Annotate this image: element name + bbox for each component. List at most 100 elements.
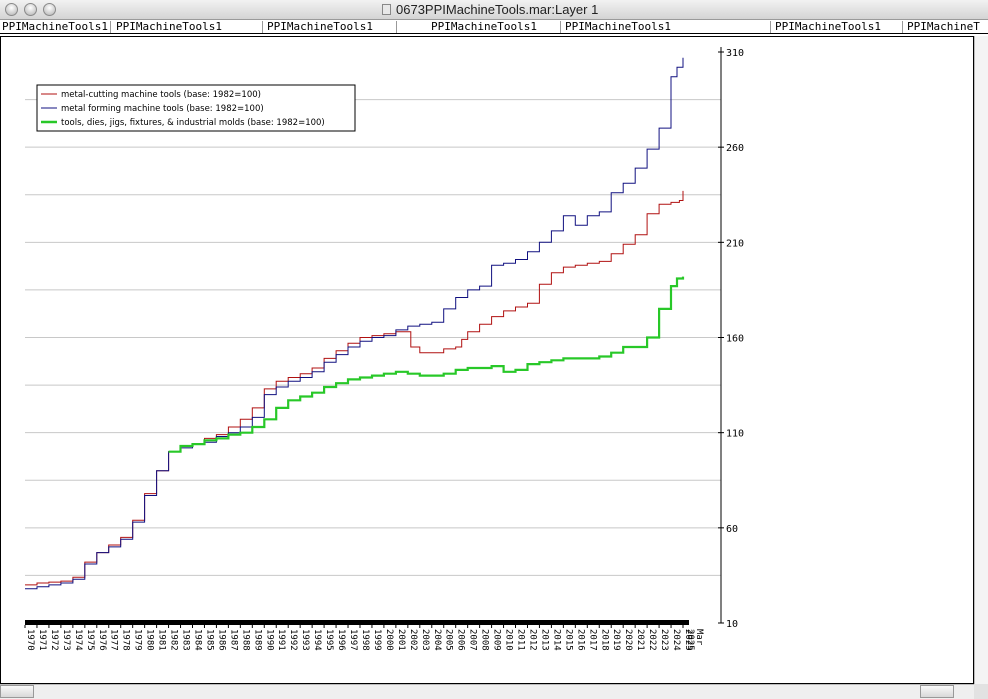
x-tick-label: 2020 [623, 629, 633, 651]
scroll-left-button[interactable] [0, 685, 34, 698]
tab-separator [262, 21, 263, 33]
x-tick-label: 2013 [539, 629, 549, 651]
x-tick-label: 2009 [492, 629, 502, 651]
minimize-window-button[interactable] [24, 3, 37, 16]
zoom-window-button[interactable] [43, 3, 56, 16]
layer-tab-4[interactable]: PPIMachineTools1 [431, 20, 537, 33]
x-tick-label: 2008 [480, 629, 490, 651]
y-tick-label: 10 [726, 619, 738, 630]
y-tick-label: 60 [726, 524, 738, 535]
tab-separator [396, 21, 397, 33]
vertical-scrollbar[interactable] [974, 36, 988, 684]
y-tick-label: 260 [726, 143, 744, 154]
x-tick-label: 1989 [252, 629, 262, 651]
x-tick-label: 1975 [85, 629, 95, 651]
x-tick-label: 1992 [288, 629, 298, 651]
x-tick-label: 2006 [456, 629, 466, 651]
x-tick-label: 1998 [360, 629, 370, 651]
tab-separator [560, 21, 561, 33]
y-tick-label: 160 [726, 334, 744, 345]
scroll-right-button[interactable] [920, 685, 954, 698]
x-tick-label: 1973 [61, 629, 71, 651]
x-tick-label: 1991 [276, 629, 286, 651]
x-tick-label: 1990 [264, 629, 274, 651]
x-tick-label: 2023 [659, 629, 669, 651]
x-tick-label: 1997 [348, 629, 358, 651]
x-tick-label: 1979 [133, 629, 143, 651]
x-tick-label: 1995 [324, 629, 334, 651]
x-tick-label: 2011 [516, 629, 526, 651]
x-tick-label: 2000 [384, 629, 394, 651]
close-window-button[interactable] [5, 3, 18, 16]
x-tick-label: 2003 [420, 629, 430, 651]
y-tick-label: 210 [726, 238, 744, 249]
x-tick-label: 1988 [240, 629, 250, 651]
resize-handle[interactable] [974, 684, 988, 699]
x-tick-label: 2022 [647, 629, 657, 651]
legend-box [36, 84, 356, 132]
x-tick-label: 1978 [121, 629, 131, 651]
x-tick-label: 1981 [157, 629, 167, 651]
x-tick-label: 2018 [599, 629, 609, 651]
x-tick-label: 1980 [145, 629, 155, 651]
x-tick-label: 1999 [372, 629, 382, 651]
tab-separator [770, 21, 771, 33]
x-tick-label: 2012 [527, 629, 537, 651]
x-tick-label: 2002 [408, 629, 418, 651]
series-line-3 [168, 276, 685, 453]
x-tick-label: 2025 [683, 629, 693, 651]
x-tick-label: 1977 [109, 629, 119, 651]
x-tick-label: 1987 [228, 629, 238, 651]
legend-entry-2: metal forming machine tools (base: 1982=… [61, 104, 264, 114]
x-tick-label: 2007 [468, 629, 478, 651]
y-tick-label: 110 [726, 429, 744, 440]
x-end-label: 2025 [685, 629, 695, 651]
tab-separator [902, 21, 903, 33]
x-end-label: Mar [694, 629, 704, 646]
x-tick-label: 1984 [192, 629, 202, 651]
x-tick-label: 2024 [671, 629, 681, 651]
layer-tab-3[interactable]: PPIMachineTools1 [267, 20, 373, 33]
layer-tab-7[interactable]: PPIMachineT [907, 20, 980, 33]
layer-tab-5[interactable]: PPIMachineTools1 [565, 20, 671, 33]
chart-frame: 10 60 110 160 210 260 310 1970 1971 1972 1973 1974 1… [0, 36, 974, 684]
layer-tab-strip: PPIMachineTools1 PPIMachineTools1 PPIMachi… [0, 20, 988, 34]
x-tick-label: 1994 [312, 629, 322, 651]
window-title: 0673PPIMachineTools.mar:Layer 1 [396, 2, 599, 17]
x-tick-label: 1972 [49, 629, 59, 651]
x-tick-label: 2019 [611, 629, 621, 651]
x-tick-label: 1985 [204, 629, 214, 651]
x-axis-band [25, 620, 689, 625]
tab-separator [110, 21, 111, 33]
x-tick-label: 2015 [563, 629, 573, 651]
document-icon [382, 4, 391, 15]
layer-tab-1[interactable]: PPIMachineTools1 [2, 20, 108, 33]
series-line-1 [25, 190, 684, 586]
legend-entry-3: tools, dies, jigs, fixtures, & industria… [61, 118, 325, 128]
x-tick-label: 1996 [336, 629, 346, 651]
x-tick-label: 2021 [635, 629, 645, 651]
x-tick-label: 1983 [181, 629, 191, 651]
window-titlebar[interactable]: 0673PPIMachineTools.mar:Layer 1 [0, 0, 988, 20]
x-tick-label: 2001 [396, 629, 406, 651]
layer-tab-6[interactable]: PPIMachineTools1 [775, 20, 881, 33]
x-tick-label: 2010 [504, 629, 514, 651]
x-tick-label: 1976 [97, 629, 107, 651]
x-tick-label: 1971 [37, 629, 47, 651]
x-tick-label: 1986 [216, 629, 226, 651]
x-tick-label: 2017 [587, 629, 597, 651]
x-tick-label: 1970 [25, 629, 35, 651]
series-line-2 [25, 57, 684, 590]
x-tick-label: 2004 [432, 629, 442, 651]
x-tick-label: 1974 [73, 629, 83, 651]
x-tick-label: 2014 [551, 629, 561, 651]
legend-entry-1: metal-cutting machine tools (base: 1982=… [61, 90, 261, 100]
x-tick-label: 1993 [300, 629, 310, 651]
x-tick-label: 2016 [575, 629, 585, 651]
y-tick-label: 310 [726, 48, 744, 59]
layer-tab-2[interactable]: PPIMachineTools1 [116, 20, 222, 33]
x-tick-label: 2005 [444, 629, 454, 651]
x-tick-label: 1982 [169, 629, 179, 651]
horizontal-scrollbar[interactable] [0, 684, 974, 699]
